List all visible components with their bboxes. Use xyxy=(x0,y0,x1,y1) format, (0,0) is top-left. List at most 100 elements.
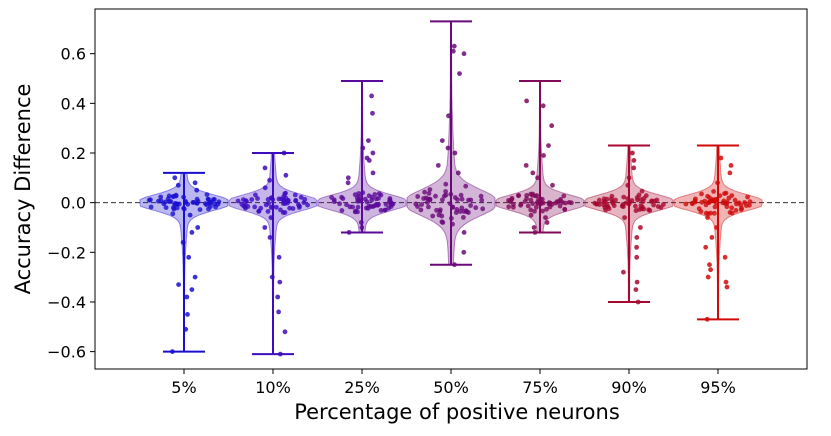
x-tick-label: 95% xyxy=(700,378,736,397)
data-point xyxy=(715,180,720,186)
data-point xyxy=(352,209,358,215)
data-point xyxy=(518,201,524,207)
data-point xyxy=(189,287,195,292)
data-point xyxy=(464,209,470,215)
data-point xyxy=(180,240,186,245)
data-point xyxy=(569,200,574,206)
data-point xyxy=(724,284,730,290)
data-point xyxy=(376,202,381,207)
data-point xyxy=(452,150,458,156)
data-point xyxy=(446,113,451,119)
data-point xyxy=(170,349,175,354)
data-point xyxy=(727,210,733,215)
data-point xyxy=(635,197,640,203)
data-point xyxy=(524,98,529,104)
data-point xyxy=(378,192,384,198)
data-point xyxy=(652,198,657,204)
data-point xyxy=(172,175,178,181)
data-point xyxy=(631,158,637,163)
data-point xyxy=(213,204,219,210)
data-point xyxy=(249,197,255,202)
data-point xyxy=(692,199,698,205)
data-point xyxy=(171,205,176,211)
y-tick-label: 0.0 xyxy=(61,194,86,213)
data-point xyxy=(255,196,260,201)
data-point xyxy=(728,163,734,168)
data-point xyxy=(282,329,288,335)
data-point xyxy=(634,235,640,240)
data-point xyxy=(437,207,443,213)
data-point xyxy=(268,205,274,210)
data-point xyxy=(253,192,258,198)
data-point xyxy=(359,225,365,230)
data-point xyxy=(426,204,431,210)
data-point xyxy=(530,193,535,198)
data-point xyxy=(557,203,563,209)
data-point xyxy=(265,209,271,214)
data-point xyxy=(360,190,366,196)
data-point xyxy=(613,197,618,203)
data-point xyxy=(530,201,536,207)
data-point xyxy=(745,194,750,200)
data-point xyxy=(435,163,441,168)
data-point xyxy=(415,194,421,199)
data-point xyxy=(696,206,702,212)
data-point xyxy=(636,192,642,198)
data-point xyxy=(387,196,393,201)
data-point xyxy=(365,205,371,211)
data-point xyxy=(345,180,351,186)
data-point xyxy=(540,103,546,109)
data-point xyxy=(370,150,376,156)
data-point xyxy=(370,170,376,176)
data-point xyxy=(426,191,432,196)
data-point xyxy=(146,197,152,203)
data-point xyxy=(708,267,713,273)
data-point xyxy=(448,191,454,197)
data-point xyxy=(528,207,534,213)
data-point xyxy=(267,177,272,183)
data-point xyxy=(440,220,446,225)
data-point xyxy=(629,198,635,203)
data-point xyxy=(329,195,334,200)
data-point xyxy=(712,210,717,216)
data-point xyxy=(290,206,296,211)
data-point xyxy=(277,279,283,285)
data-point xyxy=(459,205,465,211)
data-point xyxy=(733,208,739,213)
data-point xyxy=(339,208,345,213)
violin-25pct xyxy=(317,80,407,235)
data-point xyxy=(158,194,164,200)
data-point xyxy=(633,287,639,292)
data-point xyxy=(192,180,198,186)
data-point xyxy=(711,189,716,194)
data-point xyxy=(516,193,522,198)
data-point xyxy=(707,262,712,268)
data-point xyxy=(293,198,298,204)
data-point xyxy=(451,43,457,49)
data-point xyxy=(275,294,281,300)
data-point xyxy=(439,138,445,144)
data-point xyxy=(523,163,529,168)
violin-50pct xyxy=(406,20,496,268)
data-point xyxy=(729,205,735,211)
data-point xyxy=(712,204,718,210)
data-point xyxy=(443,181,449,187)
data-point xyxy=(633,203,638,209)
data-point xyxy=(262,225,268,230)
data-point xyxy=(458,192,464,198)
data-point xyxy=(305,202,310,208)
data-point xyxy=(346,230,352,235)
data-point xyxy=(468,197,474,203)
data-point xyxy=(278,207,283,213)
data-point xyxy=(450,221,455,227)
y-tick-label: 0.4 xyxy=(61,94,86,113)
data-point xyxy=(546,143,551,149)
data-point xyxy=(461,215,466,220)
data-point xyxy=(718,155,724,161)
data-point xyxy=(185,312,190,317)
data-point xyxy=(506,204,512,210)
data-point xyxy=(705,274,711,280)
data-point xyxy=(449,215,454,221)
data-point xyxy=(282,210,288,215)
data-point xyxy=(186,254,192,260)
